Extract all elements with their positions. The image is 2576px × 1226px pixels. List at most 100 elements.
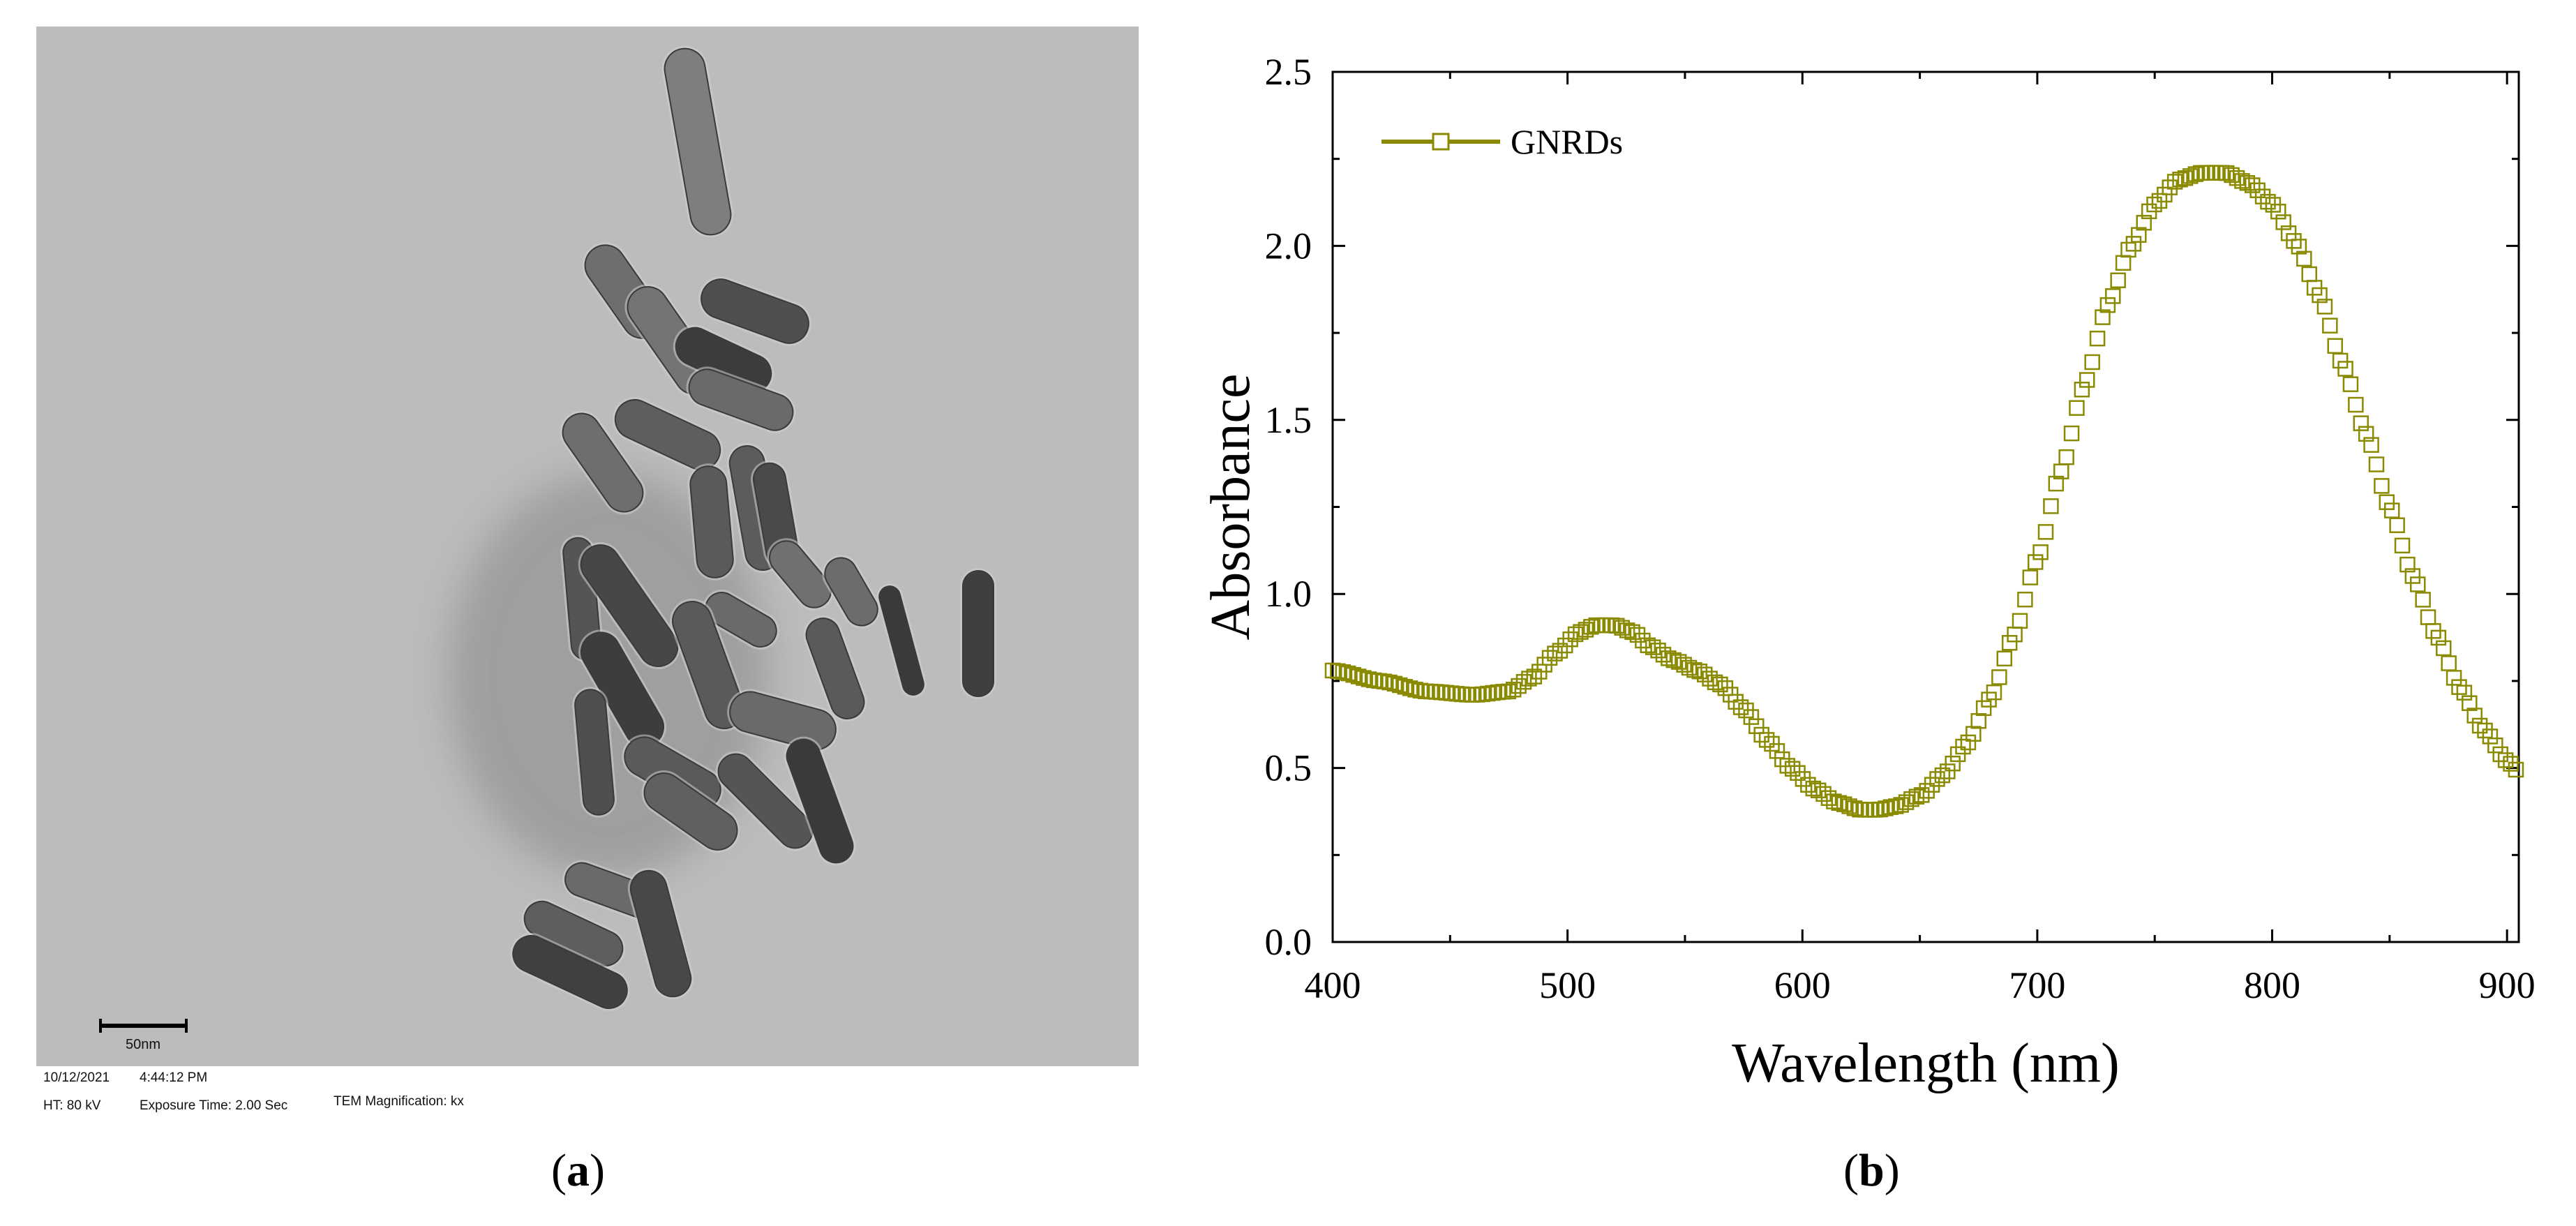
data-point: [2008, 627, 2022, 641]
x-tick-label: 900: [2479, 964, 2536, 1006]
data-point: [2442, 657, 2456, 671]
data-point: [2457, 686, 2471, 700]
y-axis-ticks: 0.0 0.5 1.0 1.5 2.0 2.5: [1265, 51, 2519, 963]
tem-micrograph: 50nm: [36, 27, 1139, 1066]
data-point: [2483, 729, 2497, 743]
data-point: [2447, 671, 2461, 685]
data-point: [1460, 687, 1474, 701]
data-point: [1998, 652, 2012, 666]
y-axis-label: Absorbance: [1200, 373, 1261, 640]
data-point: [1785, 762, 1799, 776]
x-tick-label: 600: [1774, 964, 1831, 1006]
series-markers: [1326, 166, 2523, 817]
y-tick-label: 2.0: [1265, 225, 1312, 267]
data-point: [2044, 499, 2058, 513]
data-point: [2060, 450, 2074, 464]
data-point: [2509, 763, 2523, 777]
data-point: [2116, 256, 2130, 270]
data-point: [1796, 772, 1810, 786]
panel-a: 50nm 10/12/2021 4:44:12 PM HT: 80 kV Exp…: [36, 27, 1139, 1129]
legend: GNRDs: [1381, 122, 1623, 161]
data-point: [2436, 641, 2450, 655]
data-point: [1470, 688, 1484, 702]
data-point: [2323, 319, 2337, 333]
data-point: [2390, 518, 2404, 532]
y-tick-label: 0.5: [1265, 747, 1312, 789]
tem-nanorods-drawing: [36, 27, 1139, 1066]
data-point: [2333, 354, 2347, 368]
data-point: [2127, 237, 2141, 251]
data-point: [2028, 555, 2042, 569]
data-point: [2023, 571, 2037, 585]
legend-label-gnrds: GNRDs: [1511, 122, 1623, 161]
y-tick-label: 2.5: [1265, 51, 1312, 93]
data-point: [2339, 361, 2353, 375]
data-point: [2411, 577, 2425, 591]
data-point: [1424, 685, 1438, 698]
data-point: [2106, 289, 2120, 303]
caption-b: (b): [1843, 1144, 1900, 1197]
y-tick-label: 1.0: [1265, 573, 1312, 615]
absorbance-chart: 400 500 600 700 800 900 0.00.51.01.52.02.5 Wa…: [1200, 21, 2568, 1130]
data-point: [2354, 417, 2368, 431]
data-point: [2069, 401, 2083, 415]
data-point: [2080, 373, 2094, 387]
tem-date: 10/12/2021: [43, 1070, 110, 1086]
data-point: [2395, 539, 2409, 553]
data-point: [2349, 398, 2362, 412]
tem-exposure: Exposure Time: 2.00 Sec: [140, 1098, 287, 1114]
data-point: [1992, 670, 2006, 684]
data-point: [2085, 355, 2099, 369]
data-point: [2090, 331, 2104, 345]
data-point: [2478, 724, 2492, 738]
tem-time: 4:44:12 PM: [140, 1070, 207, 1086]
data-point: [1600, 618, 1614, 632]
data-point: [1977, 701, 1991, 715]
data-point: [2230, 171, 2244, 185]
data-point: [2075, 382, 2089, 396]
data-point: [1966, 727, 1980, 741]
data-point: [1435, 685, 1448, 699]
data-point: [2122, 243, 2136, 257]
data-point: [2374, 479, 2388, 493]
tem-magnification: TEM Magnification: kx: [334, 1094, 464, 1109]
data-point: [1972, 714, 1986, 728]
data-point: [2473, 719, 2487, 733]
data-point: [1749, 719, 1763, 733]
data-point: [2421, 611, 2435, 625]
data-point: [2499, 753, 2513, 767]
data-point: [1925, 778, 1939, 792]
data-point: [2065, 426, 2079, 440]
data-point: [2385, 504, 2399, 518]
data-point: [2018, 592, 2032, 606]
data-point: [1444, 687, 1458, 701]
data-point: [1455, 687, 1469, 701]
x-tick-label: 800: [2244, 964, 2300, 1006]
data-point: [2452, 680, 2466, 694]
scale-bar-label: 50nm: [126, 1037, 160, 1053]
y-tick-label: 0.0: [1265, 921, 1312, 963]
x-tick-label: 500: [1539, 964, 1596, 1006]
data-point: [2494, 747, 2508, 761]
x-axis-label: Wavelength (nm): [1732, 1033, 2120, 1094]
data-point: [2002, 636, 2016, 650]
data-point: [1439, 686, 1453, 700]
data-point: [2380, 495, 2394, 509]
x-axis-ticks: 400 500 600 700 800 900: [1305, 72, 2536, 1006]
tem-info-bar: 10/12/2021 4:44:12 PM HT: 80 kV Exposure…: [36, 1066, 1139, 1129]
data-point: [2302, 267, 2316, 281]
data-point: [2034, 545, 2048, 559]
nanorod: [960, 568, 996, 699]
data-point: [2488, 738, 2502, 752]
data-point: [2209, 166, 2223, 180]
data-point: [1863, 802, 1877, 816]
data-point: [2013, 614, 2027, 628]
y-tick-label: 1.5: [1265, 399, 1312, 441]
data-point: [1450, 687, 1464, 701]
tem-ht: HT: 80 kV: [43, 1098, 100, 1114]
data-point: [2111, 274, 2125, 287]
caption-a: (a): [551, 1144, 605, 1197]
data-point: [2328, 339, 2342, 353]
data-point: [2204, 166, 2218, 180]
data-point: [2369, 458, 2383, 472]
